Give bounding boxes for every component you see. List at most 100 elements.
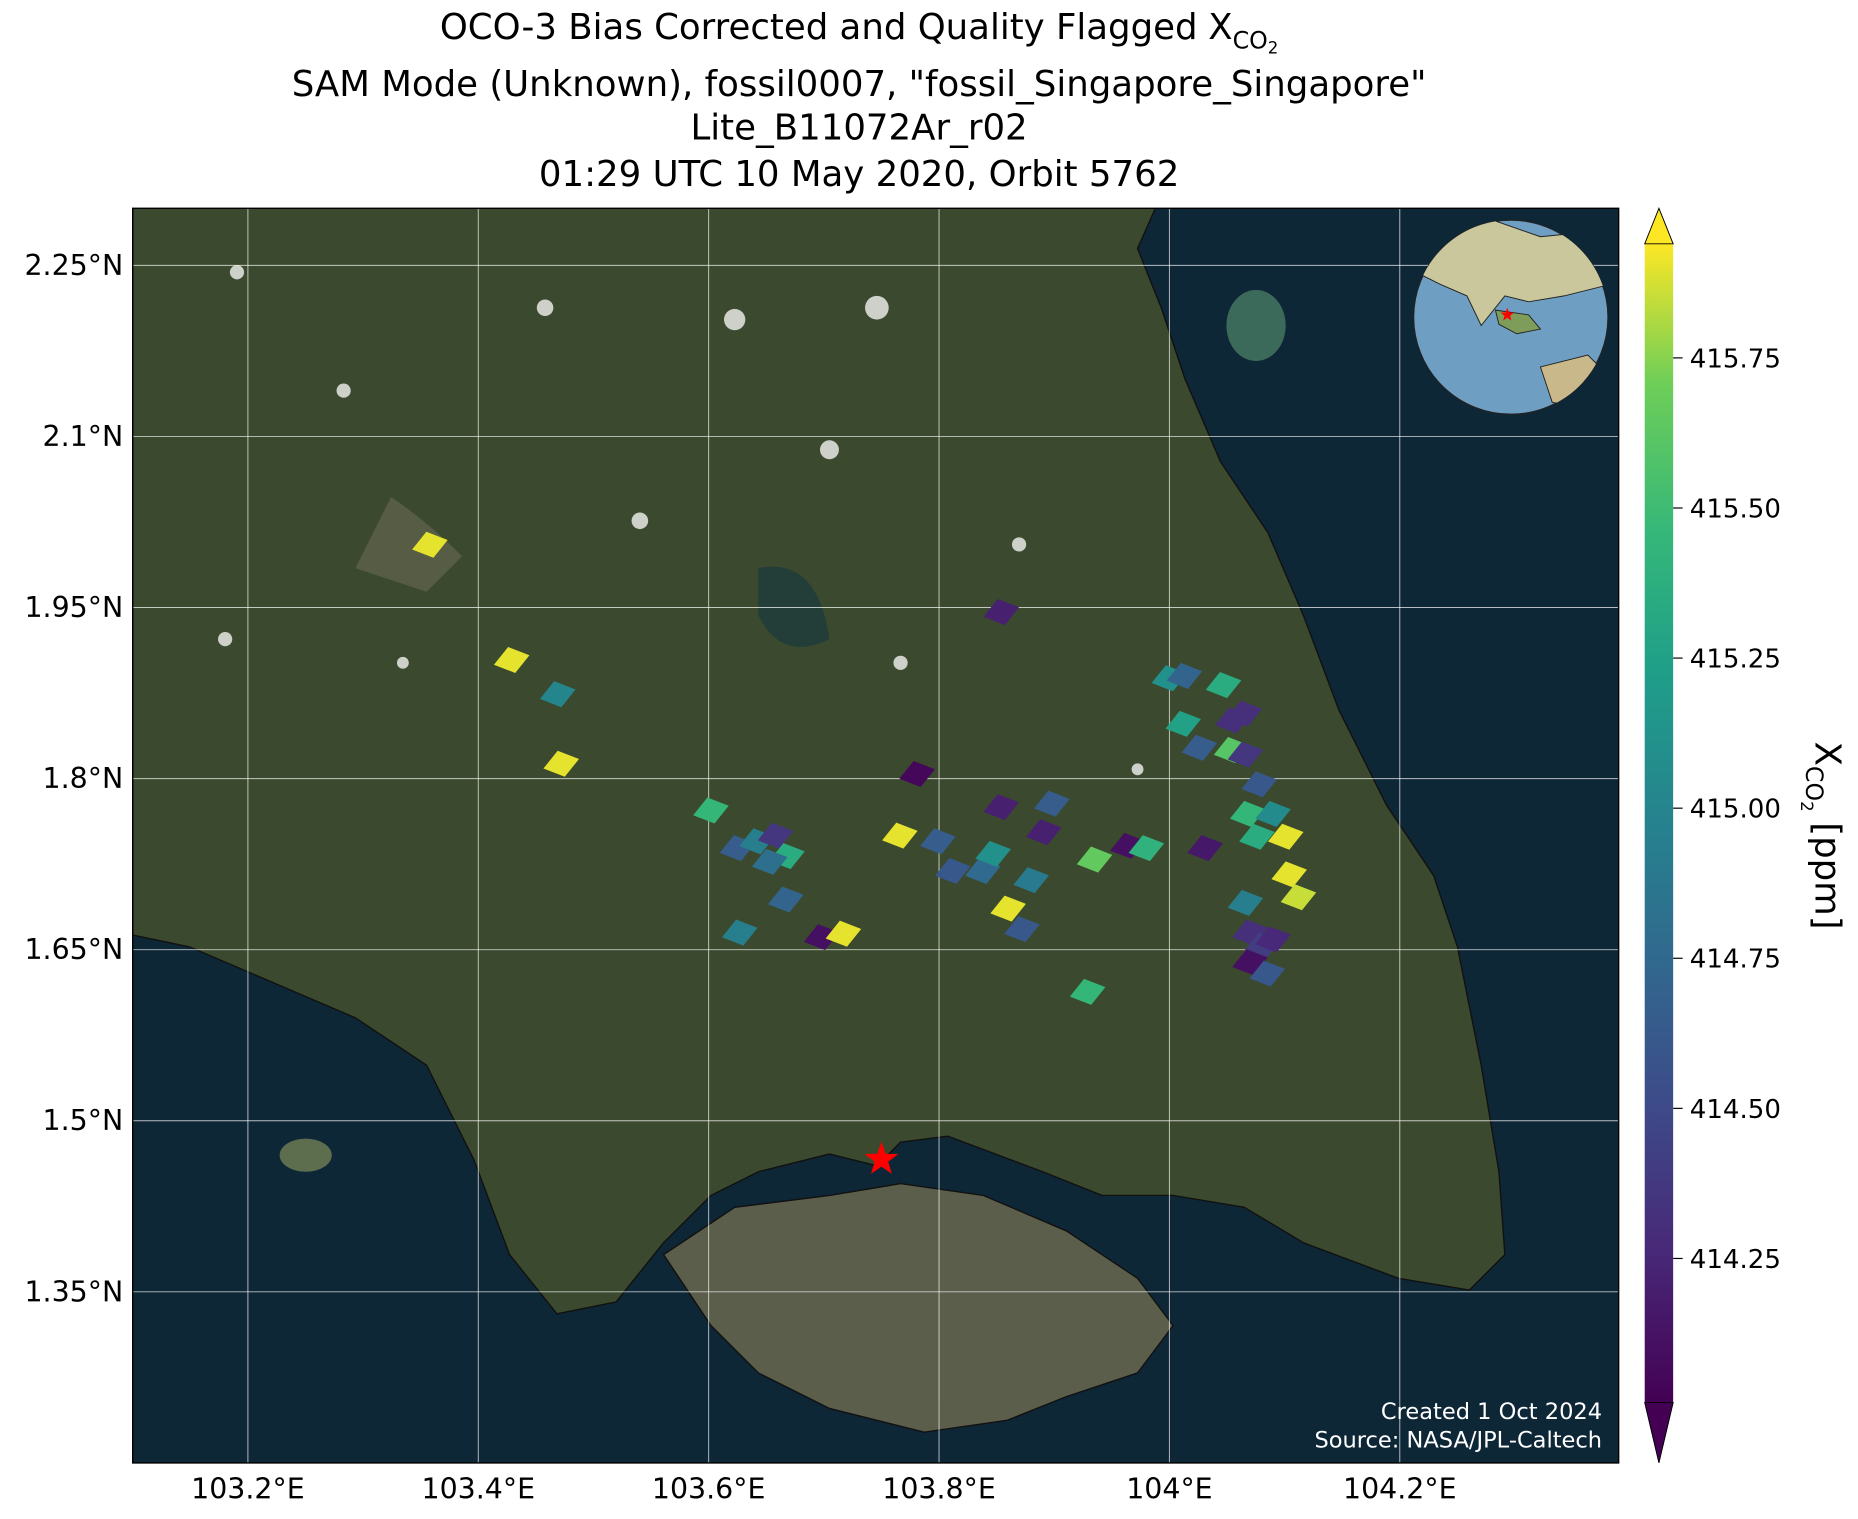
footprint	[1166, 662, 1203, 689]
footprint	[543, 750, 579, 777]
footprints	[412, 531, 1317, 1174]
land	[662, 1182, 1174, 1433]
subtitle: Lite_B11072Ar_r02	[690, 108, 1027, 149]
axes: 103.2°E 103.4°E 103.6°E 103.8°E 104°E 104.2°E…	[24, 249, 1456, 1506]
map-frame	[132, 207, 1620, 1464]
footprint	[1255, 926, 1291, 953]
colorbar-tick-label: 414.50	[1690, 1095, 1781, 1125]
land	[132, 208, 1506, 1315]
title-text: OCO-3 Bias Corrected and Quality Flagged	[440, 7, 1198, 48]
footprint	[825, 920, 862, 947]
clouds	[218, 265, 1144, 776]
footprint	[768, 886, 804, 913]
y-tick-label: 2.25°N	[24, 249, 123, 282]
island	[1226, 289, 1286, 361]
site-marker	[864, 1141, 899, 1174]
footprint	[1227, 889, 1264, 916]
footprint	[1181, 734, 1218, 761]
x-tick-label: 103.8°E	[882, 1472, 996, 1505]
footprint	[983, 794, 1020, 821]
footprint	[757, 822, 794, 849]
footprint	[1232, 919, 1268, 946]
footprint	[1249, 960, 1286, 987]
asia	[1413, 220, 1608, 327]
footprint	[1229, 800, 1266, 827]
footprint	[1267, 823, 1304, 850]
footprint	[1280, 884, 1317, 911]
title: OCO-3 Bias Corrected and Quality Flagged…	[440, 7, 1279, 57]
island	[279, 1138, 332, 1172]
colorbar: 414.25 414.50 414.75 415.00 415.25 415.50 415.…	[1644, 207, 1847, 1464]
credit: Created 1 Oct 2024	[1381, 1399, 1602, 1425]
y-tick-label: 1.5°N	[43, 1104, 124, 1137]
footprint	[493, 646, 530, 673]
footprint	[1255, 800, 1291, 827]
footprint	[1026, 819, 1062, 846]
footprint	[899, 761, 935, 788]
colorbar-tick-label: 415.75	[1690, 344, 1781, 374]
globe-site-marker	[1500, 307, 1515, 321]
x-tick-label: 104.2°E	[1343, 1472, 1457, 1505]
footprint	[751, 848, 788, 875]
footprint	[1013, 867, 1049, 894]
reservoir	[758, 566, 830, 648]
colorbar-extend-max	[1644, 207, 1674, 245]
footprint	[1076, 846, 1113, 873]
footprint	[1110, 832, 1146, 859]
y-tick-label: 1.8°N	[43, 762, 124, 795]
subtitle: 01:29 UTC 10 May 2020, Orbit 5762	[539, 154, 1179, 195]
footprint	[1128, 835, 1165, 862]
colorbar-ticks: 414.25 414.50 414.75 415.00 415.25 415.50 415.…	[1673, 344, 1781, 1275]
colorbar-sub-subscript: 2	[1797, 801, 1816, 812]
colorbar-tick-label: 415.50	[1690, 494, 1781, 524]
colorbar-tick-label: 414.25	[1690, 1245, 1781, 1275]
colorbar-label: XCO2 [ppm]	[1797, 742, 1847, 930]
footprint	[1205, 672, 1242, 699]
footprint	[1227, 741, 1264, 768]
credit: Source: NASA/JPL-Caltech	[1314, 1428, 1602, 1454]
footprint	[1187, 835, 1223, 862]
town	[355, 497, 463, 592]
footprint	[935, 857, 971, 884]
colorbar-symbol: X	[1806, 742, 1847, 766]
y-tick-label: 1.65°N	[24, 933, 123, 966]
colorbar-subscript: CO	[1800, 766, 1828, 801]
title-subscript: CO	[1233, 27, 1268, 55]
x-tick-label: 103.2°E	[191, 1472, 305, 1505]
footprint	[1239, 823, 1275, 850]
colorbar-unit: [ppm]	[1806, 822, 1847, 929]
inset-globe	[1413, 219, 1609, 415]
y-tick-label: 2.1°N	[43, 420, 124, 453]
subtitle: SAM Mode (Unknown), fossil0007, "fossil_…	[292, 64, 1427, 105]
x-tick-label: 103.4°E	[422, 1472, 536, 1505]
y-tick-label: 1.35°N	[24, 1275, 123, 1308]
colorbar-tick-label: 415.00	[1690, 795, 1781, 825]
y-tick-label: 1.95°N	[24, 591, 123, 624]
footprint	[1004, 916, 1040, 943]
footprint	[412, 531, 448, 558]
footprint	[975, 840, 1011, 867]
footprint	[1241, 771, 1278, 798]
footprint	[1069, 978, 1106, 1005]
footprint	[1165, 710, 1202, 737]
grid	[132, 208, 1619, 1463]
footprint	[1034, 790, 1070, 817]
colorbar-tick-label: 415.25	[1690, 645, 1781, 675]
footprint	[721, 919, 758, 946]
x-tick-label: 103.6°E	[652, 1472, 766, 1505]
footprint	[1271, 861, 1307, 888]
colorbar-extend-min	[1644, 1402, 1674, 1464]
colorbar-tick-label: 414.75	[1690, 945, 1781, 975]
x-tick-label: 104°E	[1126, 1472, 1212, 1505]
footprint	[803, 924, 840, 951]
footprint	[920, 828, 956, 855]
title-sub-subscript: 2	[1268, 38, 1279, 57]
footprint	[539, 681, 576, 708]
footprint	[990, 895, 1026, 922]
footprint	[1232, 949, 1268, 976]
basemap	[132, 208, 1619, 1463]
colorbar-scale	[1644, 243, 1674, 1403]
footprint	[1226, 700, 1263, 727]
